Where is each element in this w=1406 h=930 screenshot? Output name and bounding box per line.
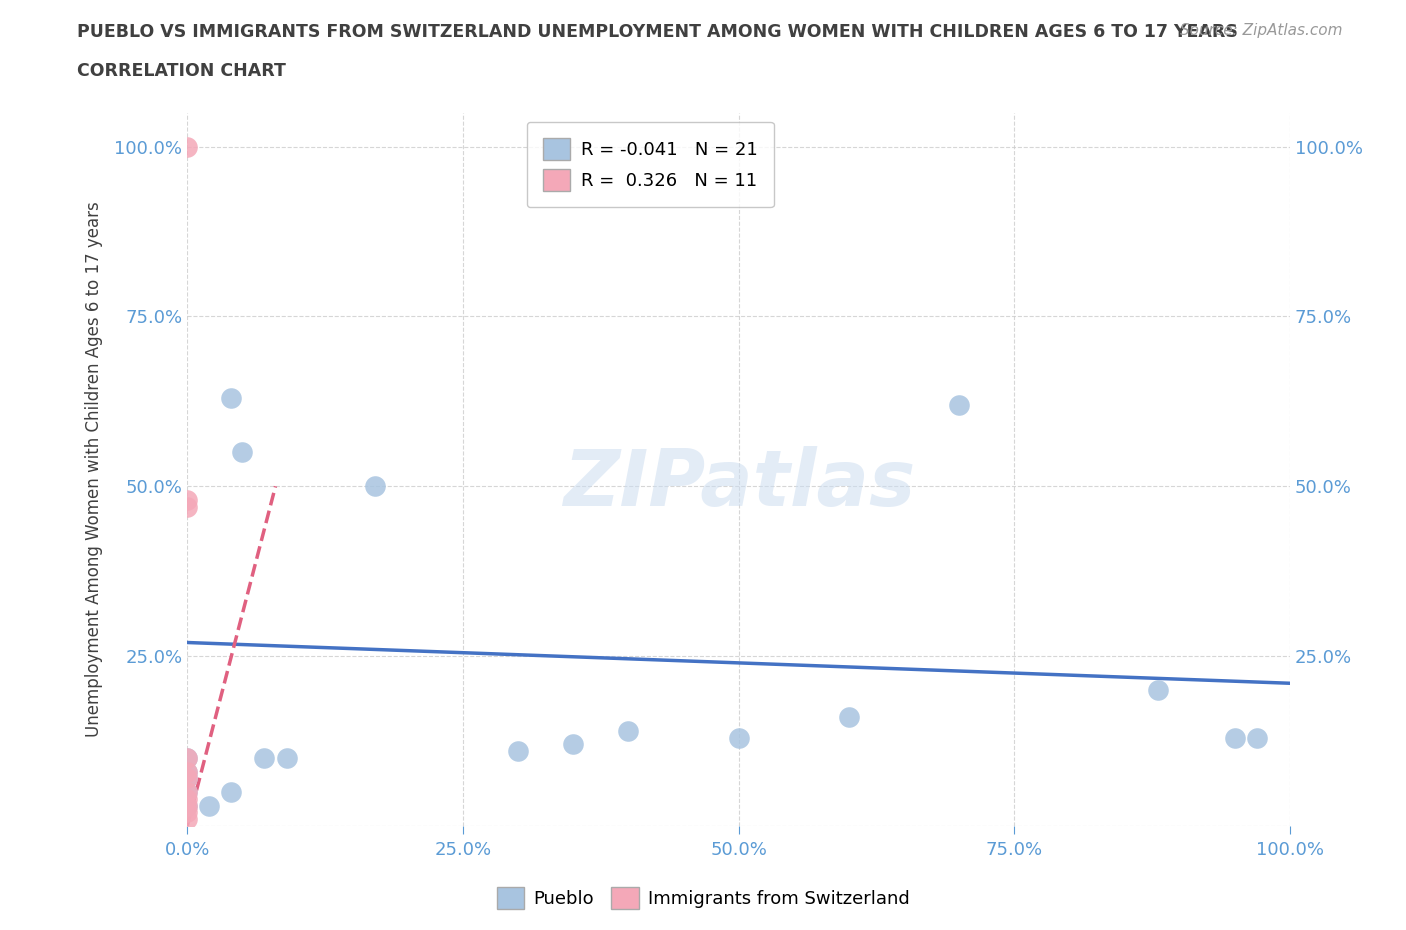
Point — [176, 785, 198, 800]
Point — [176, 751, 198, 765]
Legend: R = -0.041   N = 21, R =  0.326   N = 11: R = -0.041 N = 21, R = 0.326 N = 11 — [527, 122, 775, 207]
Point — [253, 751, 276, 765]
Point — [176, 798, 198, 813]
Point — [276, 751, 298, 765]
Point — [176, 764, 198, 779]
Text: ZIPatlas: ZIPatlas — [562, 445, 915, 522]
Point — [617, 724, 640, 738]
Point — [176, 140, 198, 154]
Point — [364, 479, 387, 494]
Point — [176, 791, 198, 806]
Text: PUEBLO VS IMMIGRANTS FROM SWITZERLAND UNEMPLOYMENT AMONG WOMEN WITH CHILDREN AGE: PUEBLO VS IMMIGRANTS FROM SWITZERLAND UN… — [77, 23, 1239, 41]
Point — [948, 397, 970, 412]
Point — [176, 771, 198, 786]
Y-axis label: Unemployment Among Women with Children Ages 6 to 17 years: Unemployment Among Women with Children A… — [86, 202, 103, 737]
Point — [231, 445, 253, 459]
Point — [221, 391, 243, 405]
Text: Source: ZipAtlas.com: Source: ZipAtlas.com — [1180, 23, 1343, 38]
Text: CORRELATION CHART: CORRELATION CHART — [77, 62, 287, 80]
Point — [176, 764, 198, 779]
Point — [176, 751, 198, 765]
Point — [1246, 730, 1268, 745]
Point — [221, 785, 243, 800]
Point — [176, 812, 198, 827]
Point — [176, 499, 198, 514]
Point — [198, 798, 221, 813]
Point — [506, 744, 529, 759]
Point — [727, 730, 749, 745]
Point — [1223, 730, 1246, 745]
Point — [176, 785, 198, 800]
Point — [176, 798, 198, 813]
Point — [176, 804, 198, 819]
Point — [176, 492, 198, 507]
Legend: Pueblo, Immigrants from Switzerland: Pueblo, Immigrants from Switzerland — [489, 880, 917, 916]
Point — [176, 771, 198, 786]
Point — [1146, 683, 1168, 698]
Point — [562, 737, 585, 751]
Point — [838, 710, 860, 724]
